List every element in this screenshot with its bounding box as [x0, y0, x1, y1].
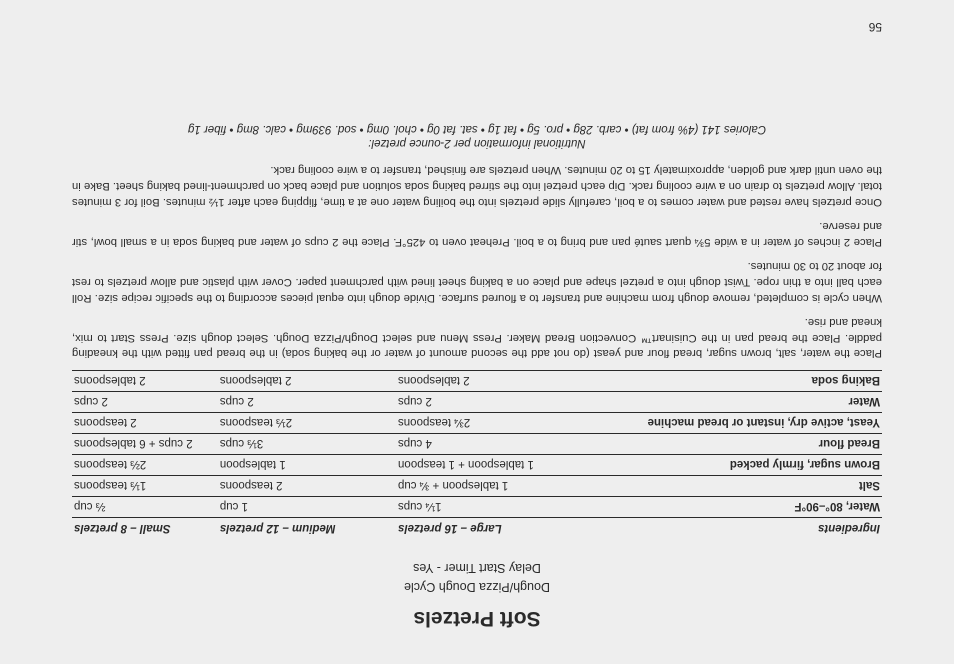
instruction-paragraph: When cycle is completed, remove dough fr…: [72, 258, 882, 305]
ingredients-table: Ingredients Large – 16 pretzels Medium –…: [72, 370, 882, 539]
col-large: Large – 16 pretzels: [396, 518, 599, 540]
recipe-page: Soft Pretzels Dough/Pizza Dough Cycle De…: [0, 0, 954, 664]
cell: 1 tablespoon + ¾ cup: [396, 476, 599, 497]
cell: 2 tablespoons: [396, 371, 599, 392]
cell: ⅔ cup: [72, 497, 218, 518]
cell: 2 cups: [396, 392, 599, 413]
cell: 2 cups: [72, 392, 218, 413]
cell: 2 tablespoons: [218, 371, 396, 392]
col-medium: Medium – 12 pretzels: [218, 518, 396, 540]
table-row: Water, 80°–90°F 1¼ cups 1 cup ⅔ cup: [72, 497, 882, 518]
recipe-title: Soft Pretzels: [72, 606, 882, 630]
ingredient-name: Yeast, active dry, instant or bread mach…: [599, 413, 883, 434]
table-row: Brown sugar, firmly packed 1 tablespoon …: [72, 455, 882, 476]
table-row: Yeast, active dry, instant or bread mach…: [72, 413, 882, 434]
table-row: Salt 1 tablespoon + ¾ cup 2 teaspoons 1⅓…: [72, 476, 882, 497]
cell: 1 tablespoon: [218, 455, 396, 476]
cell: 1 tablespoon + 1 teaspoon: [396, 455, 599, 476]
instruction-paragraph: Once pretzels have rested and water come…: [72, 162, 882, 209]
cell: 2 teaspoons: [218, 476, 396, 497]
instruction-paragraph: Place 2 inches of water in a wide 5¾ qua…: [72, 218, 882, 249]
cell: 3⅓ cups: [218, 434, 396, 455]
timer-line: Delay Start Timer - Yes: [413, 561, 541, 575]
cell: 2⅔ teaspoons: [72, 455, 218, 476]
instructions-block: Place the water, salt, brown sugar, brea…: [72, 153, 882, 360]
cycle-line: Dough/Pizza Dough Cycle: [404, 580, 550, 594]
cell: 1⅓ teaspoons: [72, 476, 218, 497]
cell: 2¾ teaspoons: [396, 413, 599, 434]
cell: 2 cups: [218, 392, 396, 413]
ingredient-name: Brown sugar, firmly packed: [599, 455, 883, 476]
table-row: Bread flour 4 cups 3⅓ cups 2 cups + 6 ta…: [72, 434, 882, 455]
col-small: Small – 8 pretzels: [72, 518, 218, 540]
cell: 2 cups + 6 tablespoons: [72, 434, 218, 455]
instruction-paragraph: Place the water, salt, brown sugar, brea…: [72, 314, 882, 361]
recipe-subtitle: Dough/Pizza Dough Cycle Delay Start Time…: [72, 557, 882, 596]
ingredient-name: Salt: [599, 476, 883, 497]
ingredient-name: Water, 80°–90°F: [599, 497, 883, 518]
page-number: 56: [72, 20, 882, 44]
nutrition-heading: Nutritional information per 2-ounce pret…: [72, 137, 882, 149]
ingredient-name: Bread flour: [599, 434, 883, 455]
cell: 1¼ cups: [396, 497, 599, 518]
table-row: Baking soda 2 tablespoons 2 tablespoons …: [72, 371, 882, 392]
cell: 1 cup: [218, 497, 396, 518]
nutrition-line: Calories 141 (4% from fat) • carb. 28g •…: [72, 123, 882, 135]
col-ingredients: Ingredients: [599, 518, 883, 540]
cell: 2 teaspoons: [72, 413, 218, 434]
cell: 2 tablespoons: [72, 371, 218, 392]
ingredient-name: Baking soda: [599, 371, 883, 392]
table-header-row: Ingredients Large – 16 pretzels Medium –…: [72, 518, 882, 540]
ingredient-name: Water: [599, 392, 883, 413]
cell: 2⅓ teaspoons: [218, 413, 396, 434]
cell: 4 cups: [396, 434, 599, 455]
table-row: Water 2 cups 2 cups 2 cups: [72, 392, 882, 413]
